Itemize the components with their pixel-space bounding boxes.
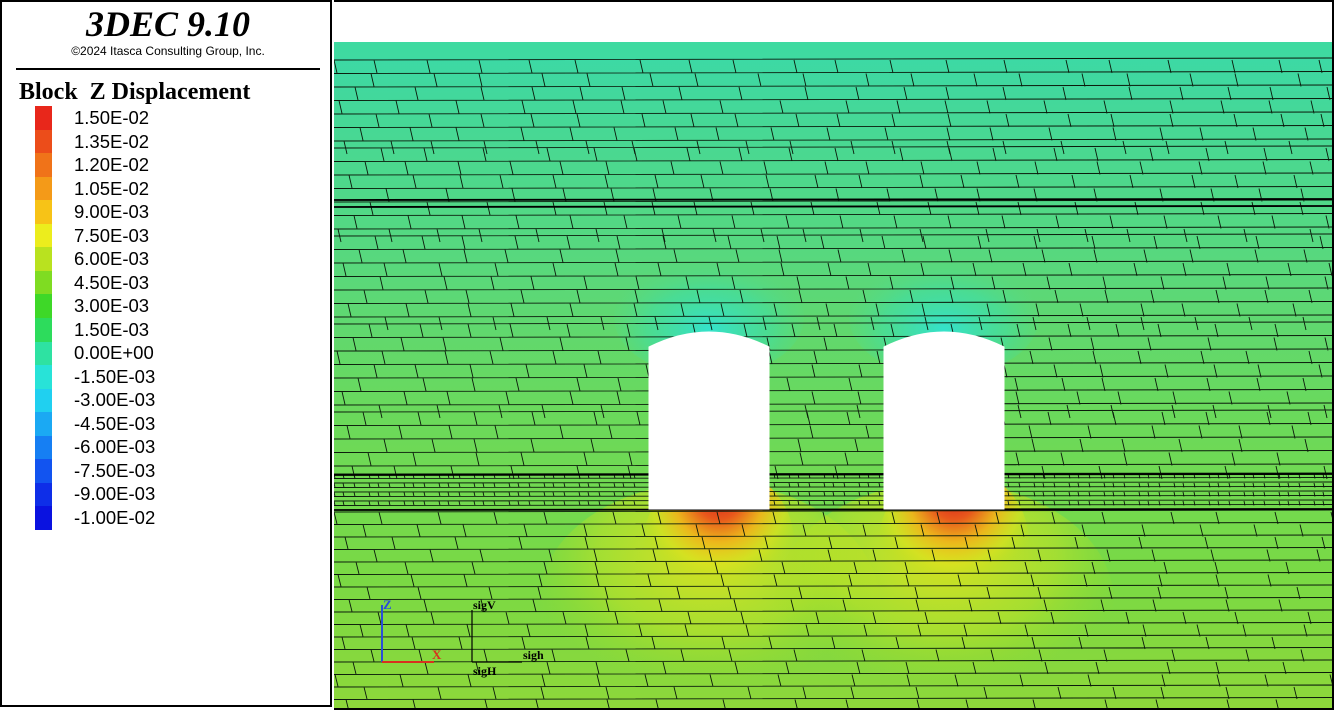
colorbar-label: -4.50E-03	[74, 412, 156, 434]
colorbar-label: 3.00E-03	[74, 295, 150, 316]
legend-heading: Block Z Displacement	[19, 79, 251, 105]
colorbar-segment	[35, 200, 52, 225]
axes-triad: ZX	[381, 597, 442, 663]
colorbar-label: -9.00E-03	[74, 483, 156, 504]
colorbar-label: 1.05E-02	[74, 177, 150, 199]
sigV-label: sigV	[473, 598, 496, 612]
colorbar-segment	[35, 270, 52, 295]
stress-triad	[471, 610, 522, 663]
colorbar-label: -6.00E-03	[74, 436, 156, 457]
colorbar-segment	[35, 341, 52, 366]
colorbar-label: -7.50E-03	[74, 459, 156, 481]
colorbar-segment	[35, 106, 52, 131]
colorbar-label: 0.00E+00	[74, 342, 154, 363]
z-axis-label: Z	[383, 597, 392, 612]
colorbar-segment	[35, 294, 52, 319]
colorbar-segment	[35, 176, 52, 201]
app-title: 3DEC 9.10	[85, 4, 251, 44]
colorbar-label: 1.20E-02	[74, 154, 150, 175]
colorbar-label: 1.35E-02	[74, 130, 150, 152]
colorbar-label: -1.00E-02	[74, 506, 156, 528]
left-tunnel	[648, 331, 770, 510]
colorbar-segment	[35, 223, 52, 248]
colorbar-label: 6.00E-03	[74, 248, 150, 269]
colorbar-segment	[35, 459, 52, 484]
colorbar-segment	[35, 318, 52, 343]
colorbar-segment	[35, 388, 52, 413]
weak-layer-boundaries	[334, 198, 1332, 511]
sigh-label: sigh	[523, 648, 544, 662]
colorbar-segment	[35, 129, 52, 154]
x-axis-label: X	[432, 647, 442, 662]
right-tunnel	[883, 331, 1005, 510]
colorbar-segment	[35, 247, 52, 272]
colorbar-label: 7.50E-03	[74, 224, 150, 246]
colorbar-label: -1.50E-03	[74, 365, 156, 387]
colorbar-segment	[35, 435, 52, 460]
colorbar	[35, 106, 52, 531]
legend-panel: 3DEC 9.10 ©2024 Itasca Consulting Group,…	[0, 0, 332, 707]
colorbar-segment	[35, 506, 52, 531]
colorbar-label: -3.00E-03	[74, 389, 156, 410]
colorbar-label: 1.50E-03	[74, 318, 150, 340]
copyright-text: ©2024 Itasca Consulting Group, Inc.	[71, 44, 265, 58]
colorbar-segment	[35, 412, 52, 437]
colorbar-label: 9.00E-03	[74, 201, 150, 222]
title-divider	[16, 68, 320, 70]
top-band	[334, 42, 1332, 58]
sigH-label: sigH	[473, 664, 497, 678]
colorbar-segment	[35, 365, 52, 390]
colorbar-label: 4.50E-03	[74, 271, 150, 293]
colorbar-segment	[35, 482, 52, 507]
colorbar-label: 1.50E-02	[74, 107, 150, 128]
colorbar-segment	[35, 153, 52, 178]
